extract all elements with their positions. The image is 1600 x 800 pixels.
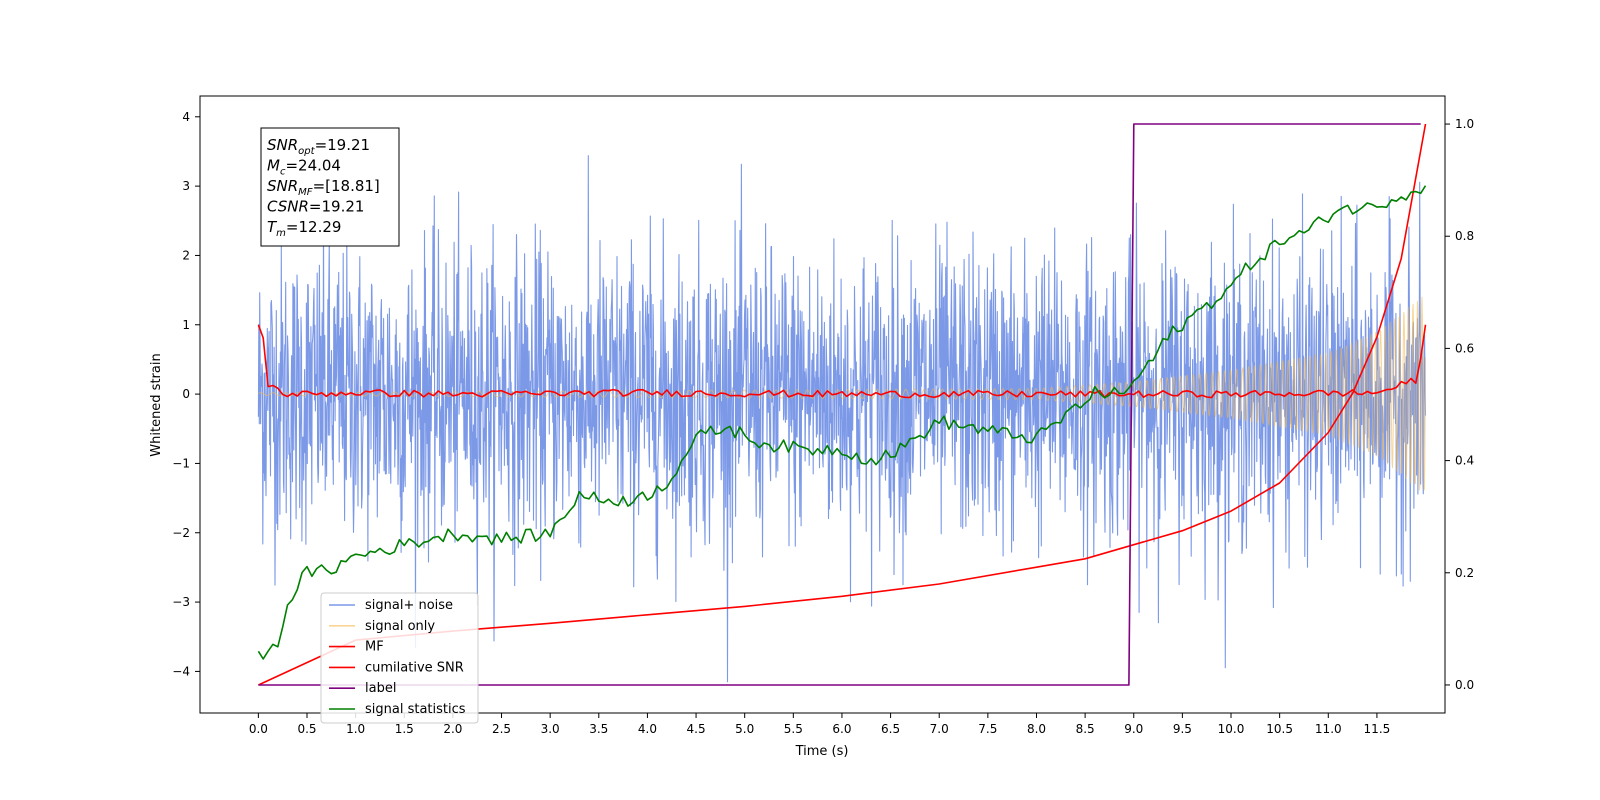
legend: signal+ noise signal only MF cumilative SNR…	[320, 592, 479, 724]
series-line-signal-noise	[257, 155, 1427, 683]
x-tick-label: 3.0	[541, 722, 560, 736]
x-tick-label: 1.0	[346, 722, 365, 736]
legend-label: label	[365, 681, 396, 696]
y-tick-label: −3	[172, 595, 190, 609]
series-line-cumilative-snr	[258, 123, 1427, 686]
series-line-signal-only	[258, 296, 1426, 491]
annotation-box: SNRopt=19.21Mc=24.04SNRMF=[18.81]CSNR=19…	[260, 127, 400, 247]
y-tick-label: −2	[172, 526, 190, 540]
x-tick-label: 10.5	[1266, 722, 1293, 736]
y2-tick-label: 0.4	[1455, 454, 1474, 468]
y-tick-label: 4	[182, 110, 190, 124]
x-tick-label: 6.0	[832, 722, 851, 736]
x-tick-label: 9.0	[1124, 722, 1143, 736]
series-line-label	[258, 123, 1421, 686]
y2-tick-label: 0.8	[1455, 229, 1474, 243]
series-line-mf	[257, 324, 1427, 399]
x-tick-label: 3.5	[589, 722, 608, 736]
y2-tick-label: 1.0	[1455, 117, 1474, 131]
x-tick-label: 10.0	[1218, 722, 1245, 736]
x-tick-label: 2.5	[492, 722, 511, 736]
x-tick-label: 5.0	[735, 722, 754, 736]
y2-tick-label: 0.0	[1455, 678, 1474, 692]
x-tick-label: 7.0	[930, 722, 949, 736]
x-tick-label: 2.0	[443, 722, 462, 736]
x-tick-label: 4.0	[638, 722, 657, 736]
legend-label: signal+ noise	[365, 598, 453, 613]
y-tick-label: 2	[182, 248, 190, 262]
y-axis-label: Whitened strain	[149, 353, 164, 456]
x-tick-label: 7.5	[978, 722, 997, 736]
annotation-line: Mc=24.04	[267, 157, 341, 178]
legend-label: signal statistics	[365, 702, 466, 717]
annotation-line: Tm=12.29	[267, 218, 341, 239]
annotation-frame	[260, 127, 400, 247]
y-tick-label: −1	[172, 456, 190, 470]
y-axis-left: 4 3 2 1 0 −1 −2 −3 −4	[172, 110, 200, 678]
legend-frame	[320, 592, 479, 724]
y-tick-label: 1	[182, 318, 190, 332]
y-tick-label: −4	[172, 664, 190, 678]
x-tick-label: 4.5	[687, 722, 706, 736]
x-tick-label: 8.0	[1027, 722, 1046, 736]
annotation-line: SNRopt=19.21	[267, 136, 370, 157]
series-layer	[257, 123, 1427, 686]
x-tick-label: 5.5	[784, 722, 803, 736]
y-axis-right: 1.0 0.8 0.6 0.4 0.2 0.0	[1445, 117, 1474, 692]
x-tick-label: 11.0	[1315, 722, 1342, 736]
y2-tick-label: 0.2	[1455, 566, 1474, 580]
x-tick-label: 9.5	[1173, 722, 1192, 736]
y-tick-label: 0	[182, 387, 190, 401]
annotation-line: CSNR=19.21	[267, 198, 364, 216]
y-tick-label: 3	[182, 179, 190, 193]
plot-frame	[199, 95, 1446, 714]
legend-label: cumilative SNR	[365, 660, 464, 675]
y2-tick-label: 0.6	[1455, 341, 1474, 355]
annotation-line: SNRMF=[18.81]	[267, 177, 380, 198]
x-tick-label: 8.5	[1076, 722, 1095, 736]
x-tick-label: 1.5	[395, 722, 414, 736]
x-tick-label: 6.5	[881, 722, 900, 736]
legend-label: MF	[365, 640, 384, 655]
x-tick-label: 11.5	[1364, 722, 1391, 736]
x-axis-label: Time (s)	[795, 744, 849, 759]
legend-label: signal only	[365, 619, 435, 634]
x-axis: 0.0 0.5 1.0 1.5 2.0 2.5 3.0 3.5 4.0 4.5 5.0 5.5 6.0 6…	[249, 713, 1390, 736]
x-tick-label: 0.5	[297, 722, 316, 736]
series-line-signal-statistics	[257, 185, 1427, 660]
x-tick-label: 0.0	[249, 722, 268, 736]
